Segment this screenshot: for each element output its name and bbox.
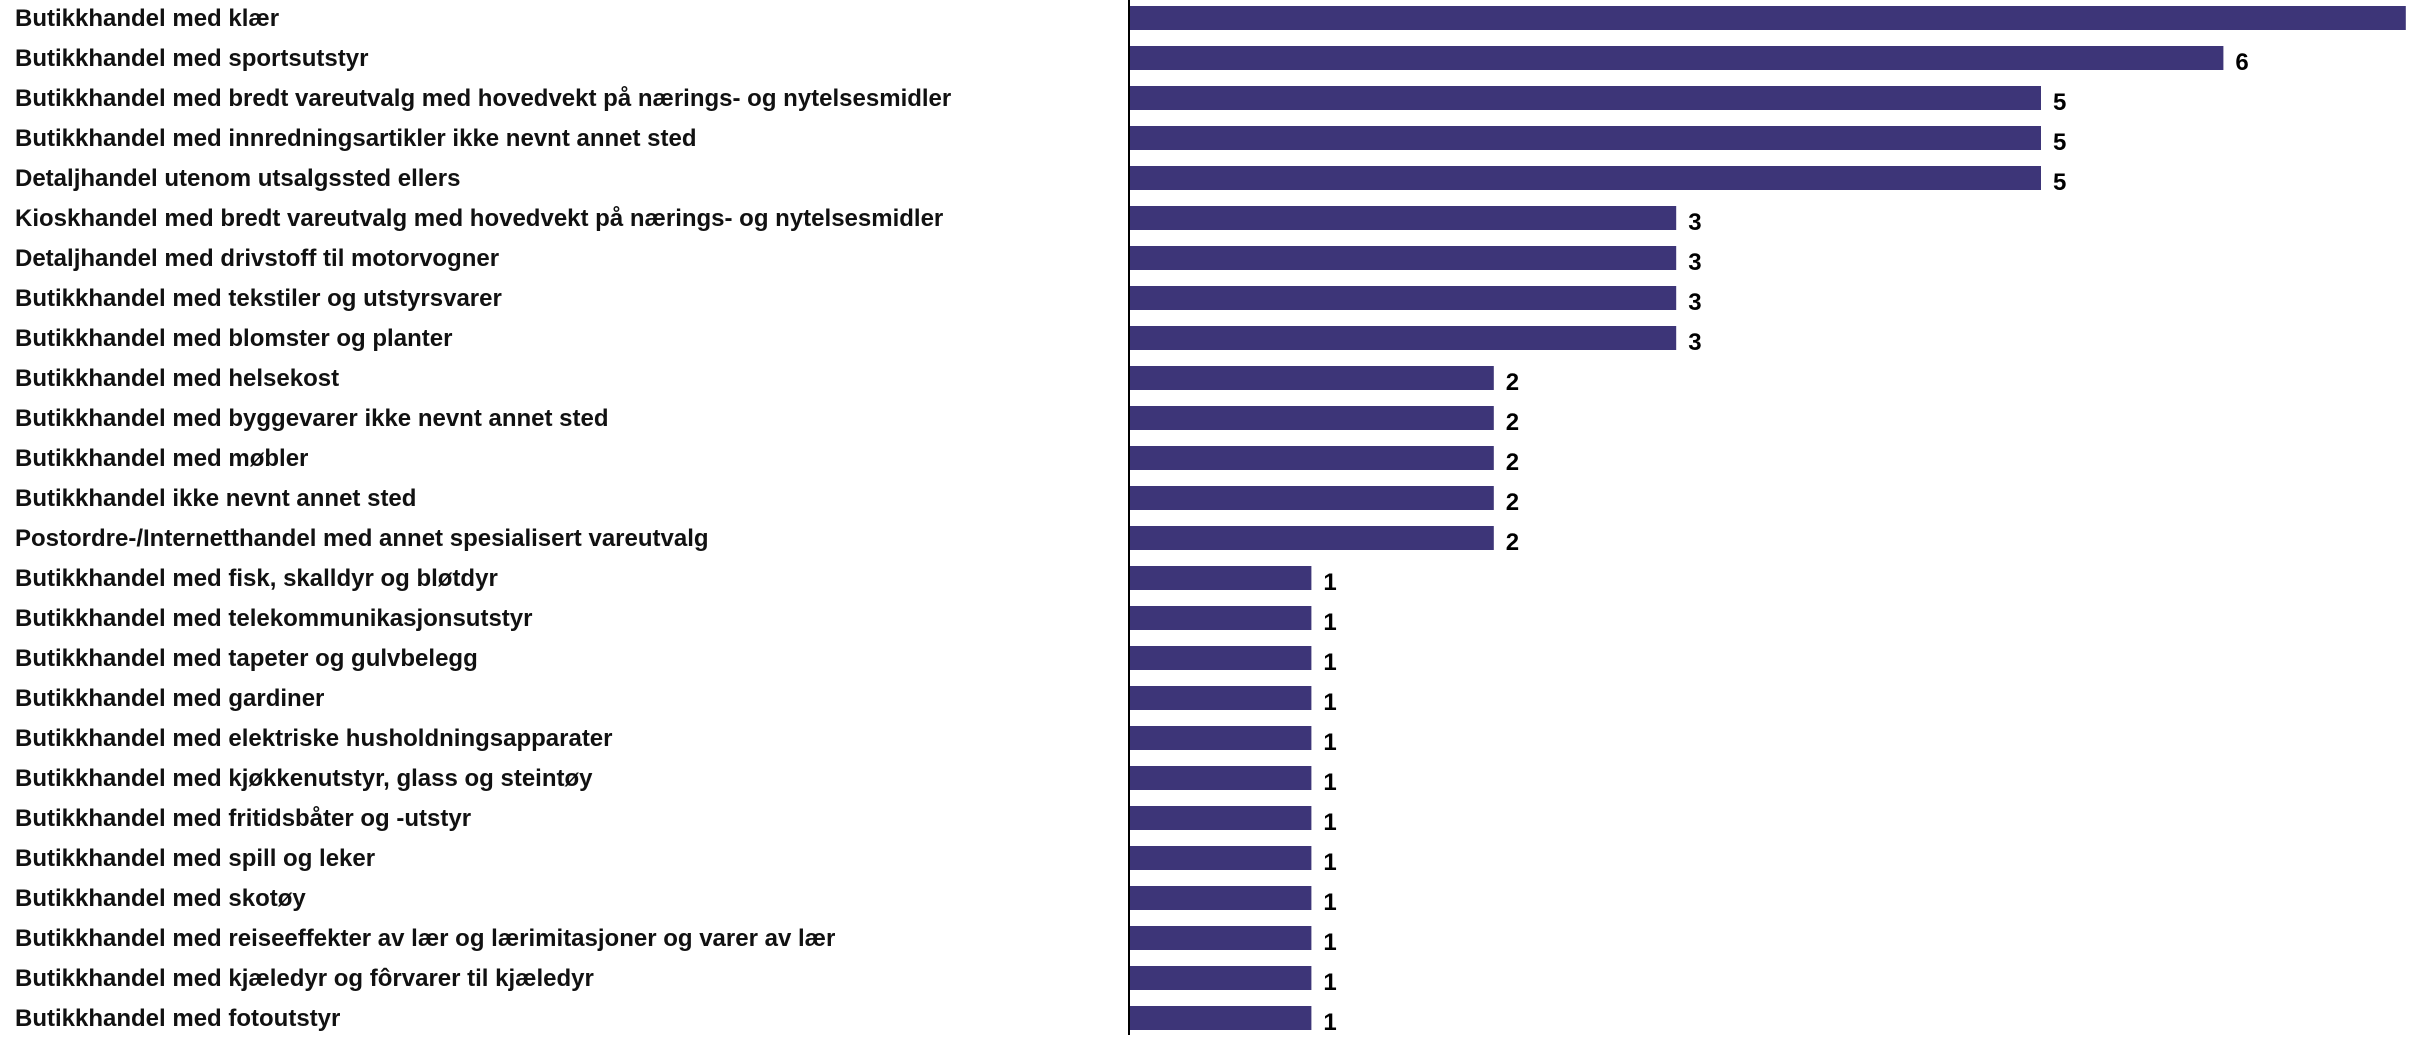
bar-16 <box>1129 606 1312 630</box>
category-label: Butikkhandel med skotøy <box>15 885 306 912</box>
category-label: Butikkhandel med møbler <box>15 445 308 472</box>
data-label: 1 <box>1323 809 1336 836</box>
data-label: 1 <box>1323 609 1336 636</box>
data-label: 2 <box>1506 489 1519 516</box>
value-labels: 76555333322222111111111111 <box>1323 49 2248 1036</box>
category-label: Butikkhandel med elektriske husholdnings… <box>15 725 613 752</box>
bar-21 <box>1129 806 1312 830</box>
category-label: Detaljhandel med drivstoff til motorvogn… <box>15 245 499 272</box>
bar-9 <box>1129 326 1677 350</box>
category-label: Butikkhandel med blomster og planter <box>15 325 452 352</box>
data-label: 5 <box>2053 89 2066 116</box>
data-label: 3 <box>1688 249 1701 276</box>
bar-4 <box>1129 126 2041 150</box>
category-label: Postordre-/Internetthandel med annet spe… <box>15 525 709 552</box>
bars-layer <box>1129 6 2406 1030</box>
data-label: 1 <box>1323 1009 1336 1035</box>
bar-12 <box>1129 446 1494 470</box>
category-label: Butikkhandel med tekstiler og utstyrsvar… <box>15 285 502 312</box>
category-labels: Butikkhandel med klær Butikkhandel med sp… <box>15 5 951 1032</box>
category-label: Butikkhandel med fritidsbåter og -utstyr <box>15 805 471 832</box>
bar-18 <box>1129 686 1312 710</box>
category-label: Butikkhandel med byggevarer ikke nevnt a… <box>15 405 609 432</box>
bar-5 <box>1129 166 2041 190</box>
data-label: 2 <box>1506 449 1519 476</box>
category-label: Butikkhandel med kjøkkenutstyr, glass og… <box>15 765 593 792</box>
data-label: 1 <box>1323 569 1336 596</box>
bar-1 <box>1129 6 2406 30</box>
category-label: Butikkhandel med tapeter og gulvbelegg <box>15 645 478 672</box>
category-label: Butikkhandel med telekommunikasjonsutsty… <box>15 605 532 632</box>
category-label: Butikkhandel med gardiner <box>15 685 324 712</box>
data-label: 3 <box>1688 329 1701 356</box>
data-label: 2 <box>1506 409 1519 436</box>
bar-15 <box>1129 566 1312 590</box>
data-label: 1 <box>1323 889 1336 916</box>
data-label: 5 <box>2053 169 2066 196</box>
category-label: Butikkhandel med spill og leker <box>15 845 375 872</box>
category-label: Butikkhandel med fotoutstyr <box>15 1005 340 1032</box>
data-label: 1 <box>1323 849 1336 876</box>
category-label: Butikkhandel med sportsutstyr <box>15 45 368 72</box>
bar-22 <box>1129 846 1312 870</box>
bar-14 <box>1129 526 1494 550</box>
bar-13 <box>1129 486 1494 510</box>
data-label: 2 <box>1506 529 1519 556</box>
category-label: Butikkhandel med reiseeffekter av lær og… <box>15 925 835 952</box>
bar-20 <box>1129 766 1312 790</box>
data-label: 1 <box>1323 929 1336 956</box>
data-label: 1 <box>1323 689 1336 716</box>
bar-7 <box>1129 246 1677 270</box>
category-label: Butikkhandel med fisk, skalldyr og bløtd… <box>15 565 498 592</box>
bar-8 <box>1129 286 1677 310</box>
category-label: Butikkhandel med bredt vareutvalg med ho… <box>15 85 951 112</box>
category-label: Butikkhandel med klær <box>15 5 279 32</box>
bar-3 <box>1129 86 2041 110</box>
bar-24 <box>1129 926 1312 950</box>
bar-11 <box>1129 406 1494 430</box>
category-label: Butikkhandel med helsekost <box>15 365 339 392</box>
data-label: 6 <box>2235 49 2248 76</box>
bar-2 <box>1129 46 2224 70</box>
bar-26 <box>1129 1006 1312 1030</box>
bar-6 <box>1129 206 1677 230</box>
data-label: 2 <box>1506 369 1519 396</box>
data-label: 1 <box>1323 969 1336 996</box>
data-label: 1 <box>1323 649 1336 676</box>
bar-23 <box>1129 886 1312 910</box>
data-label: 5 <box>2053 129 2066 156</box>
data-label: 3 <box>1688 289 1701 316</box>
bar-19 <box>1129 726 1312 750</box>
category-label: Butikkhandel ikke nevnt annet sted <box>15 485 416 512</box>
category-label: Kioskhandel med bredt vareutvalg med hov… <box>15 205 943 232</box>
data-label: 1 <box>1323 729 1336 756</box>
category-label: Detaljhandel utenom utsalgssted ellers <box>15 165 460 192</box>
data-label: 1 <box>1323 769 1336 796</box>
category-label: Butikkhandel med kjæledyr og fôrvarer ti… <box>15 965 594 992</box>
data-label: 3 <box>1688 209 1701 236</box>
bar-25 <box>1129 966 1312 990</box>
category-label: Butikkhandel med innredningsartikler ikk… <box>15 125 697 152</box>
bar-10 <box>1129 366 1494 390</box>
bar-17 <box>1129 646 1312 670</box>
